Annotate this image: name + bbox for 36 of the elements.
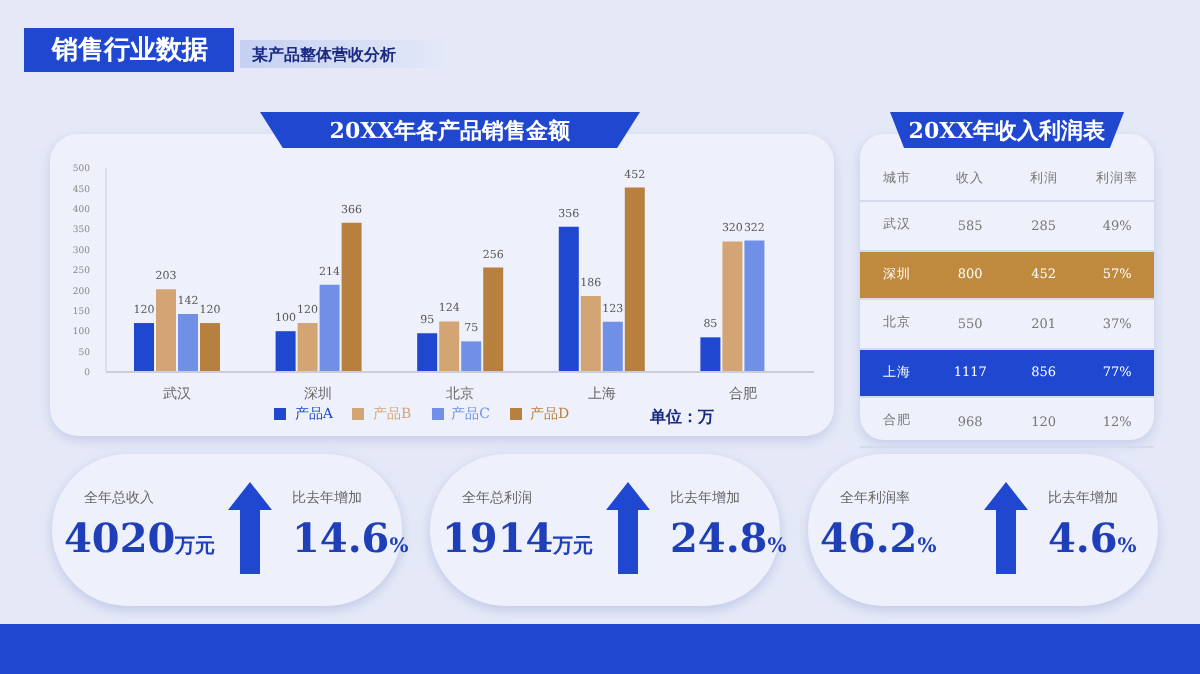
text: % [767, 536, 787, 558]
bar [178, 314, 198, 372]
text: % [1117, 536, 1137, 558]
bar [319, 284, 340, 372]
text: 46.2 [820, 514, 918, 562]
bar [624, 187, 645, 372]
text: % [917, 536, 937, 558]
bar [275, 331, 296, 372]
bar [461, 341, 482, 372]
bar [439, 321, 460, 372]
text: 4.6 [1048, 514, 1118, 562]
bar [700, 337, 721, 372]
text: 销售行业数据 [24, 28, 234, 72]
chart-title: 20XX年各产品销售金额 [260, 112, 640, 148]
bar [744, 240, 765, 372]
bar [200, 323, 220, 372]
text: 4020 [64, 514, 176, 562]
text: 14.6 [292, 514, 390, 562]
bar [156, 289, 176, 372]
bar [722, 241, 743, 372]
text: 万元 [553, 536, 594, 558]
bar [602, 321, 623, 372]
bar [297, 323, 318, 372]
text: 万元 [175, 536, 216, 558]
text: 24.8 [670, 514, 768, 562]
text: 20XX年收入利润表 [890, 112, 1124, 148]
text: % [389, 536, 409, 558]
text: 1914 [442, 514, 554, 562]
bar [417, 333, 438, 372]
bar [341, 222, 362, 372]
bar [134, 323, 154, 372]
text: 某产品整体营收分析 [240, 40, 444, 68]
text: 单位：万 [650, 406, 714, 428]
bar [558, 226, 579, 372]
bar [580, 296, 601, 372]
bar [483, 267, 504, 372]
